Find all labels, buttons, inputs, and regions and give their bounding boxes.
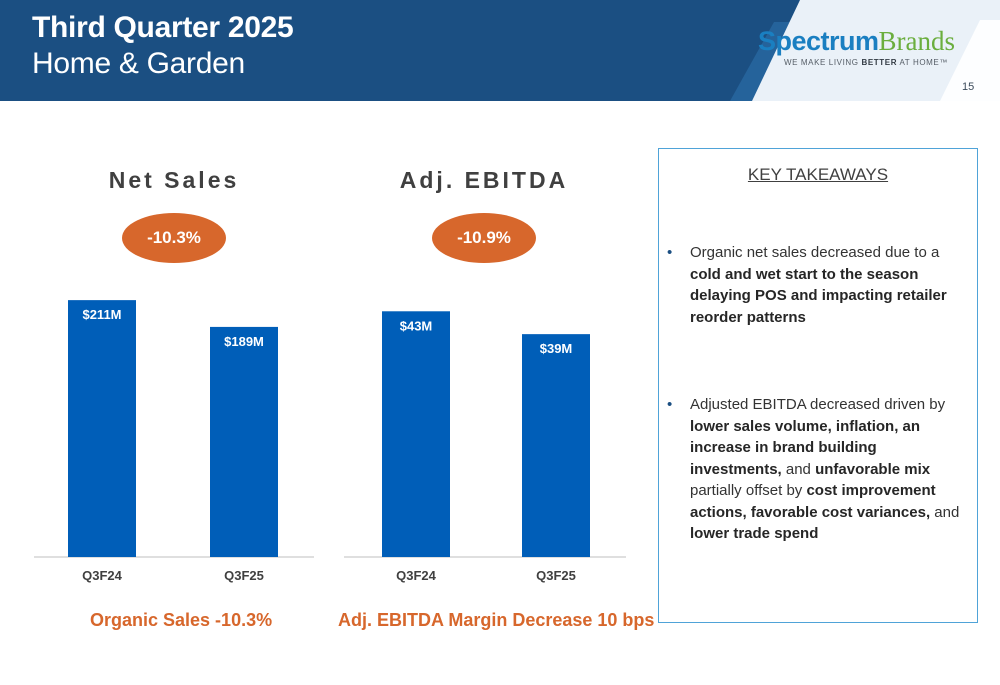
slide-title: Third Quarter 2025 Home & Garden <box>32 10 294 82</box>
bar-q3f25 <box>522 334 590 557</box>
spectrum-brands-logo: SpectrumBrands WE MAKE LIVING BETTER AT … <box>758 26 968 67</box>
bar-data-label: $39M <box>540 341 573 356</box>
takeaway-text-1: Organic net sales decreased due to a col… <box>690 242 967 328</box>
bar-charts: $211M Q3F24 $189M Q3F25 $43M Q3F24 $39M Q3F25 <box>34 300 626 583</box>
key-takeaways-title: KEY TAKEAWAYS <box>747 165 889 184</box>
bar-q3f25 <box>210 326 278 557</box>
takeaway-run: partially offset by <box>690 482 807 499</box>
net-sales-change-badge: -10.3% <box>122 213 226 263</box>
adj-ebitda-footnote: Adj. EBITDA Margin Decrease 10 bps <box>338 610 655 630</box>
bar-data-label: $43M <box>400 318 433 333</box>
header-band: Third Quarter 2025 Home & Garden Spectru… <box>0 0 1000 101</box>
takeaway-item: • Adjusted EBITDA decreased driven by lo… <box>667 394 967 545</box>
adj-ebitda-chart-title: Adj. EBITDA <box>399 167 569 193</box>
logo-tagline-pre: WE MAKE LIVING <box>784 58 862 67</box>
slide-title-line2: Home & Garden <box>32 47 245 80</box>
takeaway-item: • Organic net sales decreased due to a c… <box>667 242 967 328</box>
x-tick-label: Q3F24 <box>82 568 123 583</box>
x-tick-label: Q3F25 <box>536 568 576 583</box>
net-sales-chart-title: Net Sales <box>108 167 240 193</box>
takeaway-run: and <box>781 460 816 478</box>
key-takeaways-panel: KEY TAKEAWAYS • Organic net sales decrea… <box>658 148 978 623</box>
logo-tagline: WE MAKE LIVING BETTER AT HOME™ <box>784 58 968 67</box>
takeaway-emphasis: lower trade spend <box>690 525 819 542</box>
net-sales-footnote: Organic Sales -10.3% <box>90 610 273 630</box>
header-decoration <box>730 0 1000 101</box>
takeaway-emphasis: cost improvement actions, favorable cost… <box>690 482 936 521</box>
takeaway-run: Adjusted EBITDA decreased driven by <box>690 396 946 413</box>
takeaway-emphasis: lower sales volume, inflation, an increa… <box>690 417 921 478</box>
takeaway-emphasis: cold and wet start to the season delayin… <box>690 265 947 326</box>
takeaway-emphasis: unfavorable mix <box>815 460 931 478</box>
takeaway-run: and <box>930 503 960 521</box>
adj-ebitda-change-badge: -10.9% <box>432 213 536 263</box>
logo-tagline-post: AT HOME™ <box>897 58 948 67</box>
bar-data-label: $211M <box>82 307 121 322</box>
bar-q3f24 <box>382 311 450 557</box>
bar-q3f24 <box>68 300 136 557</box>
logo-tagline-bold: BETTER <box>861 58 898 67</box>
logo-word-spectrum: Spectrum <box>758 26 879 56</box>
page-number: 15 <box>962 81 975 93</box>
bullet-icon: • <box>667 244 673 261</box>
x-tick-label: Q3F24 <box>396 568 437 583</box>
slide-title-line1: Third Quarter 2025 <box>32 11 294 44</box>
x-tick-label: Q3F25 <box>224 568 264 583</box>
logo-word-brands: Brands <box>878 26 956 56</box>
takeaway-text-2: Adjusted EBITDA decreased driven by lowe… <box>690 394 967 545</box>
bar-data-label: $189M <box>224 334 264 349</box>
takeaway-run: Organic net sales decreased due to a <box>690 244 940 261</box>
bullet-icon: • <box>667 396 673 413</box>
